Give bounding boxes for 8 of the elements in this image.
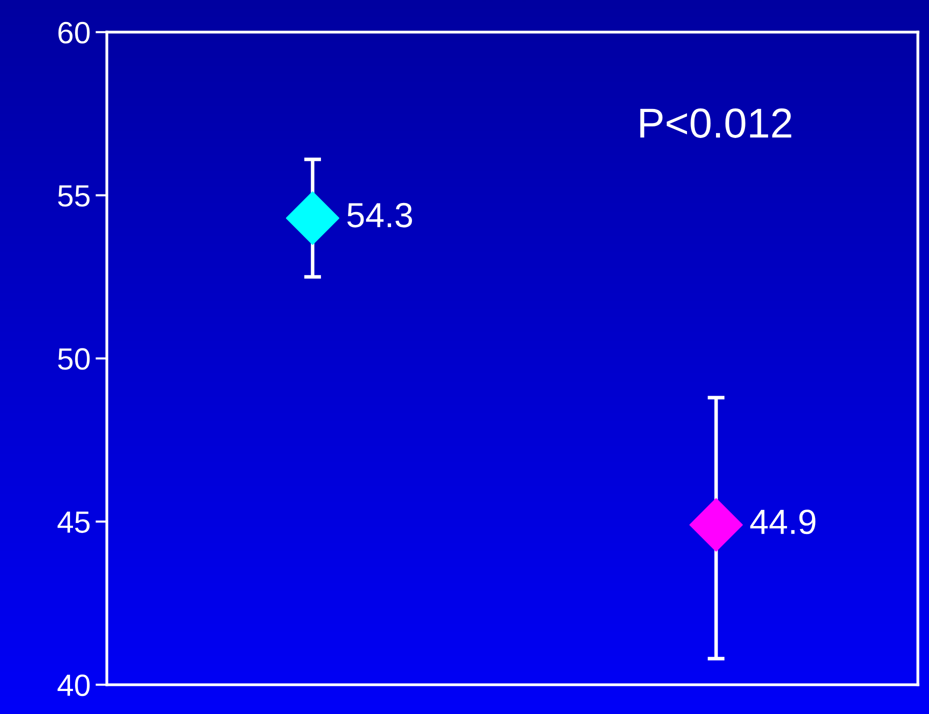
annotation: P<0.012: [640, 108, 792, 138]
y-tick-label: 60: [58, 22, 90, 44]
y-tick-label: 50: [58, 348, 90, 370]
y-tick-label: 45: [58, 512, 90, 533]
data-label: 54.3: [347, 202, 412, 228]
y-tick-label: 40: [58, 674, 90, 696]
y-tick-label: 55: [58, 185, 90, 207]
data-label: 44.9: [750, 510, 816, 534]
